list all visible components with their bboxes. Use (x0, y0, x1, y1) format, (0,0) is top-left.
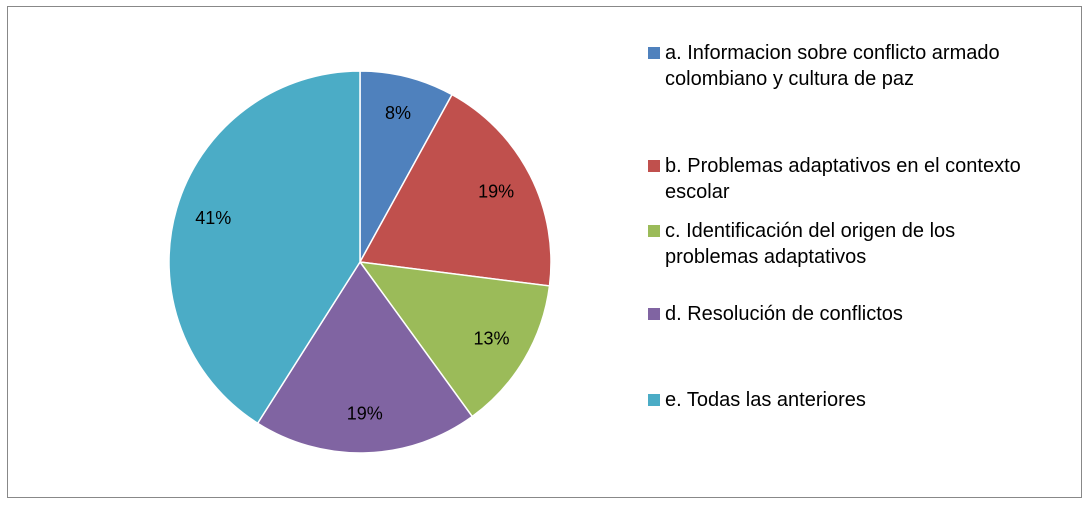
legend-entry: a. Informacion sobre conflicto armado co… (648, 40, 1038, 92)
pie-slice (168, 70, 361, 425)
pie-slice (358, 93, 552, 287)
slice-label: 41% (195, 208, 231, 228)
legend-entry: d. Resolución de conflictos (648, 301, 1038, 327)
legend-label: a. Informacion sobre conflicto armado co… (665, 42, 1000, 90)
slice-label: 13% (474, 329, 510, 349)
legend-swatch (648, 308, 660, 320)
slice-label: 8% (385, 103, 411, 123)
legend-swatch (648, 160, 660, 172)
slice-label: 19% (478, 181, 514, 201)
pie-slice (358, 261, 551, 418)
legend-label: c. Identificación del origen de los prob… (665, 220, 956, 268)
legend-entry: e. Todas las anteriores (648, 387, 1038, 413)
legend-label: b. Problemas adaptativos en el contexto … (665, 155, 1021, 203)
legend-entry: c. Identificación del origen de los prob… (648, 218, 1038, 270)
legend-entry: b. Problemas adaptativos en el contexto … (648, 153, 1038, 205)
legend-label: d. Resolución de conflictos (665, 303, 903, 325)
legend-label: e. Todas las anteriores (665, 389, 866, 411)
pie-slice (256, 260, 474, 454)
legend-swatch (648, 47, 660, 59)
legend-swatch (648, 225, 660, 237)
legend-swatch (648, 394, 660, 406)
slice-label: 19% (347, 403, 383, 423)
pie-slice (359, 70, 454, 263)
